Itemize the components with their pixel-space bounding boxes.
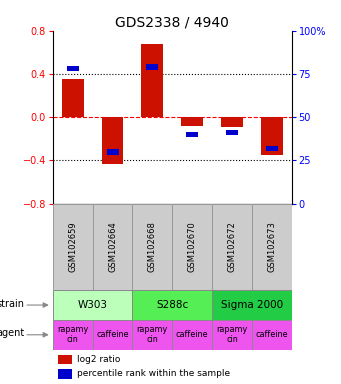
Bar xyxy=(146,65,158,70)
Bar xyxy=(172,204,212,290)
Bar xyxy=(62,79,84,117)
Text: caffeine: caffeine xyxy=(255,330,288,339)
Bar xyxy=(172,320,212,350)
Text: GSM102664: GSM102664 xyxy=(108,222,117,272)
Bar xyxy=(142,44,163,117)
Bar xyxy=(212,320,252,350)
Bar xyxy=(67,66,79,71)
Bar xyxy=(132,290,212,320)
Bar xyxy=(58,354,72,364)
Text: rapamy
cin: rapamy cin xyxy=(57,325,88,344)
Bar xyxy=(186,132,198,137)
Text: S288c: S288c xyxy=(156,300,188,310)
Text: caffeine: caffeine xyxy=(176,330,208,339)
Bar xyxy=(261,117,283,155)
Bar xyxy=(53,204,93,290)
Text: GSM102659: GSM102659 xyxy=(68,222,77,272)
Bar xyxy=(53,290,132,320)
Bar xyxy=(212,290,292,320)
Bar xyxy=(252,204,292,290)
Text: GSM102672: GSM102672 xyxy=(227,222,236,272)
Bar xyxy=(132,204,172,290)
Bar xyxy=(102,117,123,164)
Title: GDS2338 / 4940: GDS2338 / 4940 xyxy=(115,16,229,30)
Bar xyxy=(221,117,243,127)
Bar xyxy=(212,204,252,290)
Text: Sigma 2000: Sigma 2000 xyxy=(221,300,283,310)
Text: rapamy
cin: rapamy cin xyxy=(216,325,248,344)
Bar xyxy=(58,369,72,379)
Bar xyxy=(132,320,172,350)
Text: W303: W303 xyxy=(78,300,108,310)
Bar xyxy=(226,130,238,136)
Bar xyxy=(53,320,93,350)
Bar xyxy=(181,117,203,126)
Text: GSM102673: GSM102673 xyxy=(267,222,276,272)
Text: percentile rank within the sample: percentile rank within the sample xyxy=(77,369,230,379)
Text: GSM102668: GSM102668 xyxy=(148,222,157,272)
Text: GSM102670: GSM102670 xyxy=(188,222,197,272)
Bar xyxy=(106,149,119,154)
Text: caffeine: caffeine xyxy=(96,330,129,339)
Text: log2 ratio: log2 ratio xyxy=(77,355,120,364)
Text: strain: strain xyxy=(0,299,24,309)
Text: agent: agent xyxy=(0,328,24,338)
Bar xyxy=(93,204,132,290)
Bar xyxy=(252,320,292,350)
Bar xyxy=(266,146,278,151)
Bar xyxy=(93,320,132,350)
Text: rapamy
cin: rapamy cin xyxy=(137,325,168,344)
